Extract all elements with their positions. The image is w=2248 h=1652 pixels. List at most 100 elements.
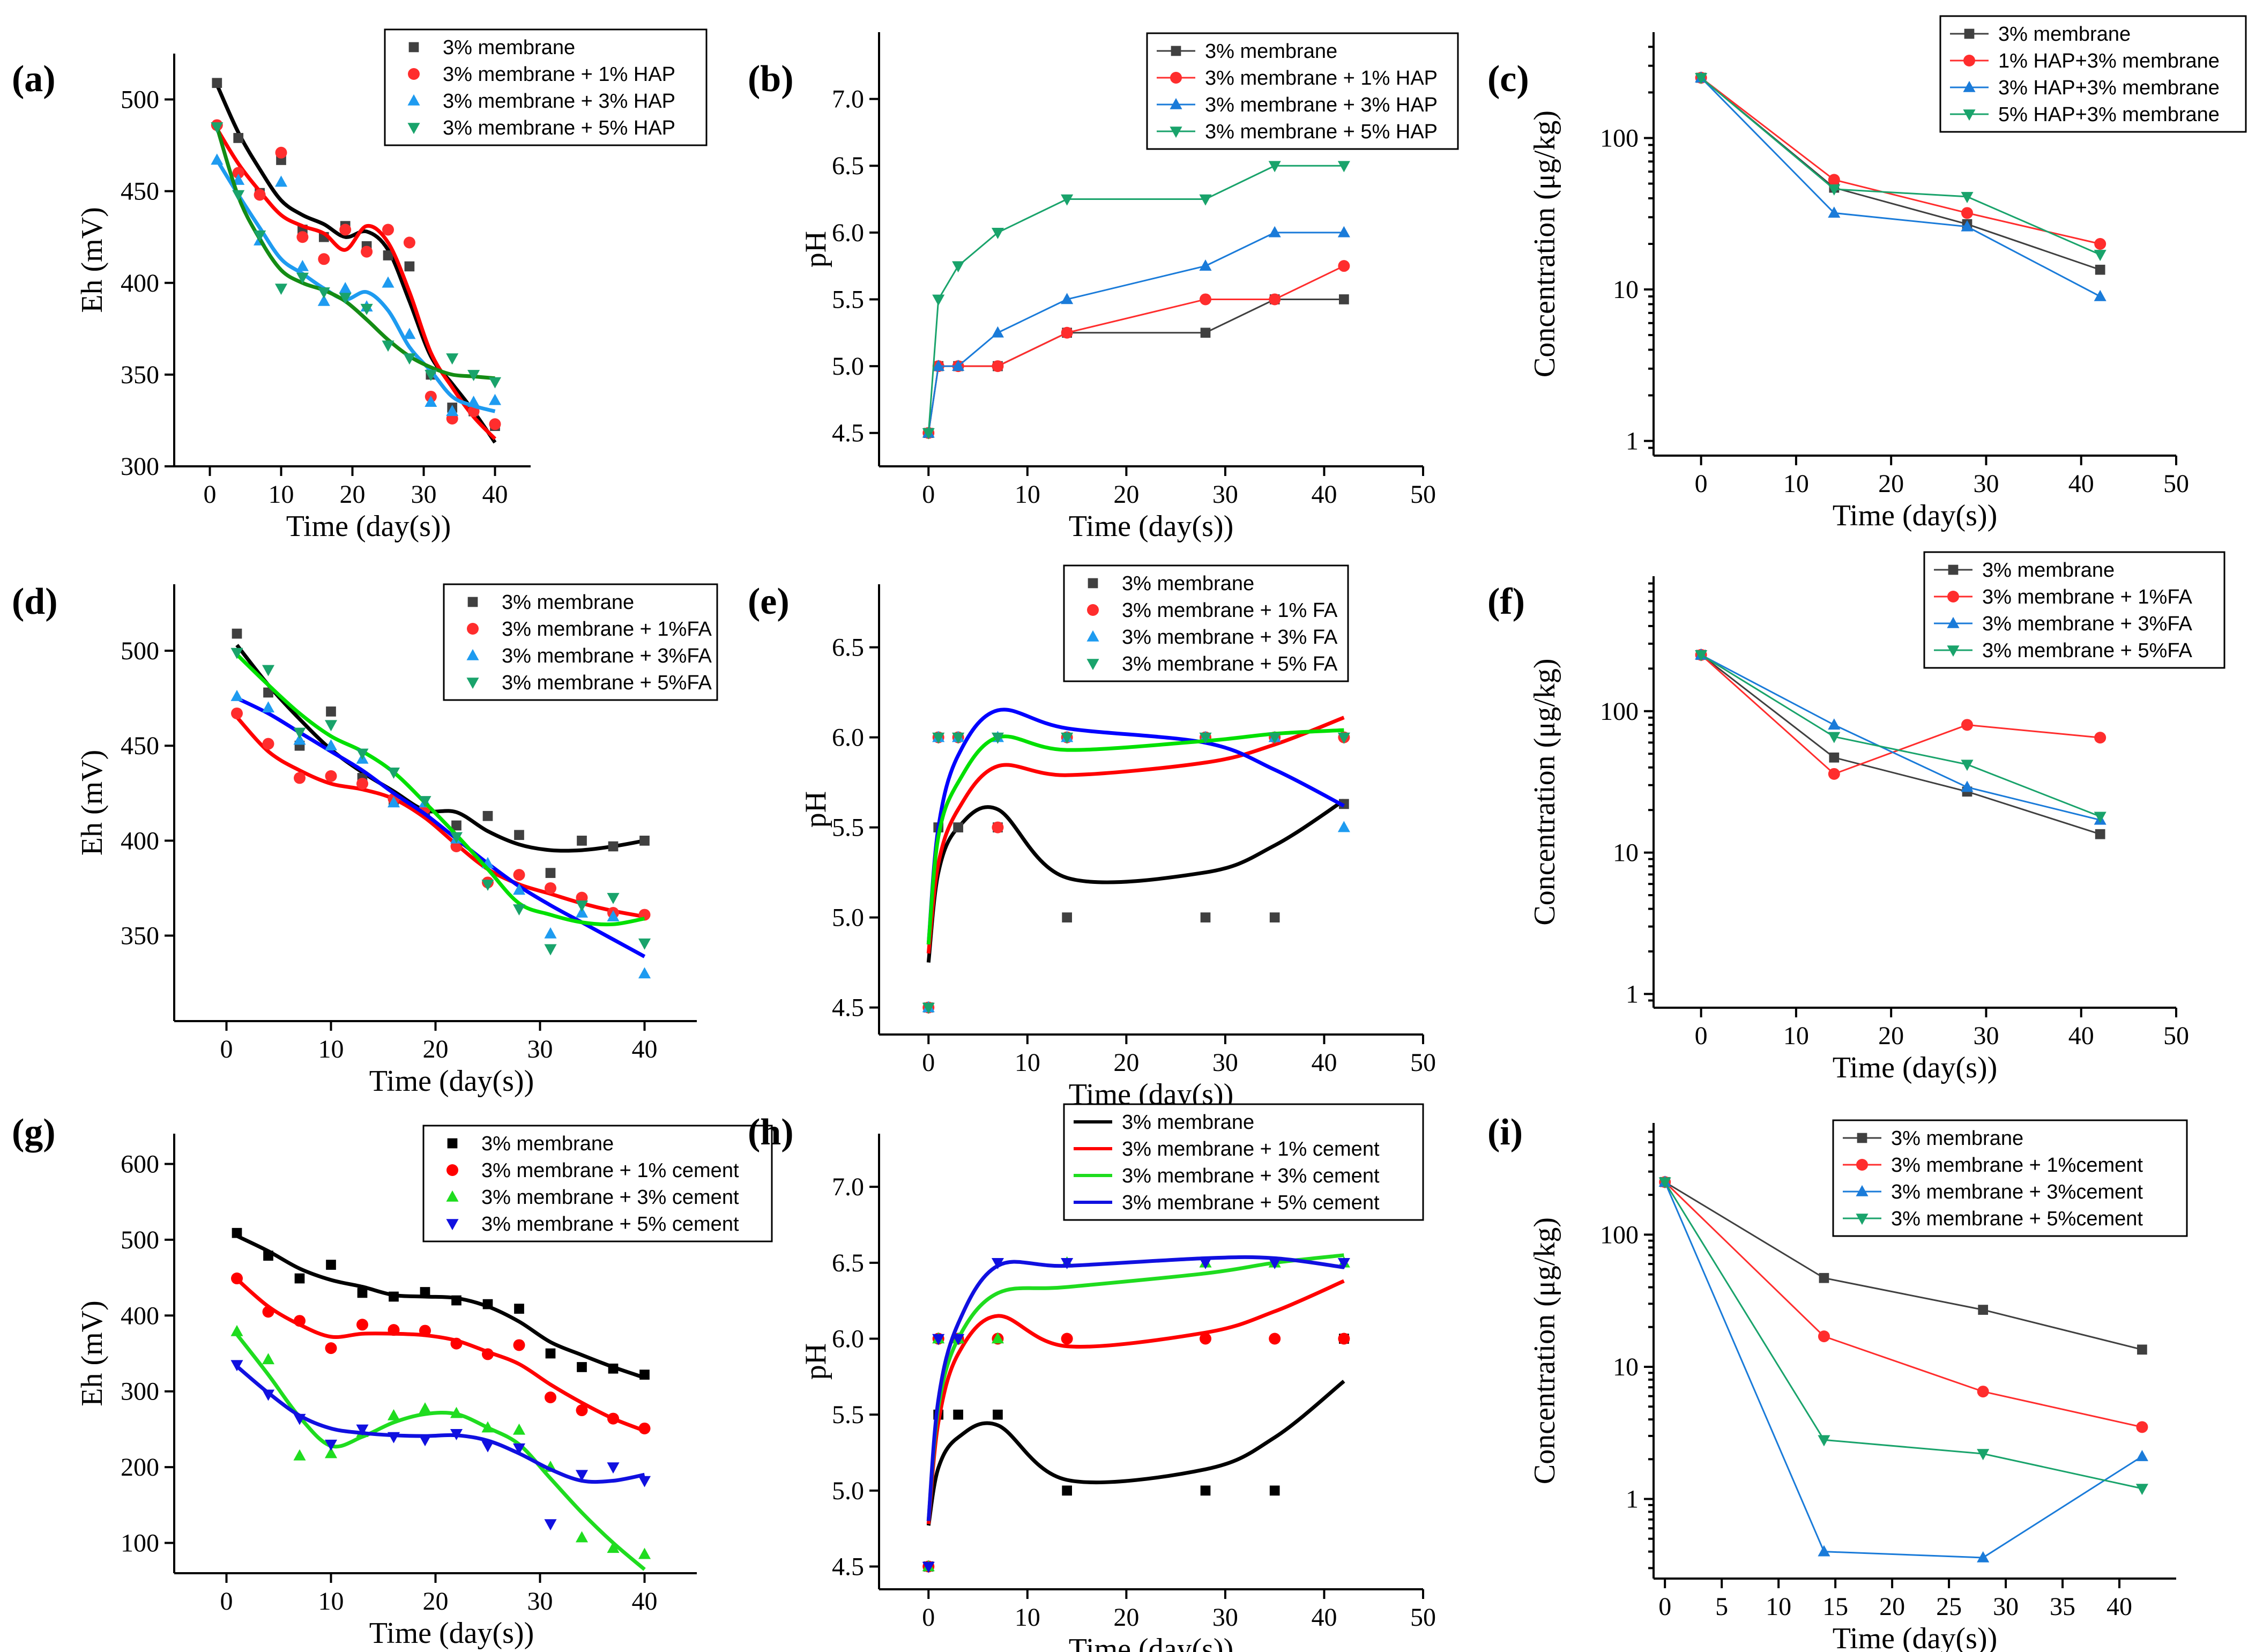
legend-entry: 3% membrane + 1%FA [1982,586,2192,608]
x-tick-label: 40 [1311,1048,1337,1077]
legend-entry: 3% membrane + 5% FA [1122,653,1338,675]
data-point [952,261,965,273]
data-point [1818,1330,1830,1343]
legend-entry: 3% membrane [481,1133,614,1155]
data-point [262,738,274,750]
legend-marker [408,42,419,53]
x-tick-label: 0 [922,1603,935,1632]
legend-entry: 3% membrane + 5%cement [1891,1208,2143,1230]
data-point [2094,238,2106,250]
y-tick-label: 400 [121,827,159,855]
data-point [262,665,275,676]
data-point [326,706,336,717]
data-point [1695,73,1708,85]
x-tick-label: 40 [482,480,508,509]
data-point [1339,294,1349,304]
legend-entry: 3% membrane + 5%FA [1982,639,2192,662]
x-tick-label: 0 [1658,1593,1671,1621]
x-tick-label: 50 [2163,1022,2189,1050]
data-point [356,748,369,760]
data-point [450,1407,463,1418]
data-point [932,294,945,306]
x-tick-label: 0 [1695,1022,1708,1050]
legend-entry: 3% membrane + 1%cement [1891,1154,2143,1177]
panel-label: (e) [748,581,790,622]
data-point [1268,161,1281,173]
data-point [1977,1551,1990,1562]
x-tick-label: 30 [1973,470,1999,498]
panel-label: (i) [1487,1112,1523,1153]
data-point [1829,752,1840,763]
data-point [1199,259,1212,271]
legend-entry: 3% membrane + 3% FA [1122,626,1338,649]
x-tick-label: 20 [1113,1048,1139,1077]
x-tick-label: 50 [1410,480,1436,509]
legend-marker [1171,46,1181,56]
legend-marker [466,678,479,689]
fit-line [926,728,1344,945]
data-point [991,1258,1004,1269]
data-point [1200,912,1211,922]
data-point [513,1339,525,1351]
x-tick-label: 40 [632,1587,658,1616]
legend-entry: 3% membrane [1205,40,1337,63]
data-point [262,1389,275,1401]
legend-entry: 3% membrane + 3%cement [1891,1181,2143,1203]
data-point [1200,328,1211,338]
data-point [544,1519,557,1531]
data-point [1200,293,1211,306]
legend-entry: 3% membrane + 5% HAP [443,117,675,139]
y-axis-label: Concentration (μg/kg) [1528,110,1561,377]
y-tick-label: 6.0 [832,724,864,752]
fit-line [215,128,497,441]
data-point [1828,718,1841,730]
y-axis-label: pH [799,791,832,828]
y-tick-label: 7.0 [832,1173,864,1201]
x-tick-label: 0 [922,480,935,509]
data-point [1200,1333,1211,1345]
data-point [274,175,288,187]
x-tick-label: 20 [1879,1593,1905,1621]
legend-box [1063,1103,1424,1221]
data-point [230,1360,243,1372]
data-point [545,868,556,878]
data-point [482,1348,494,1360]
fit-line [235,653,645,927]
data-point [450,1429,463,1440]
data-series [232,1227,650,1380]
y-tick-label: 4.5 [832,994,864,1022]
legend-box [1939,15,2247,133]
data-series [230,689,651,979]
data-point [294,1273,305,1284]
data-point [293,727,306,739]
data-point [1199,1258,1212,1269]
x-tick-label: 30 [527,1587,553,1616]
fit-line [926,716,1345,954]
data-point [1818,1545,1830,1557]
data-point [293,1413,306,1425]
x-tick-label: 40 [1311,480,1337,509]
data-point [512,904,526,916]
data-point [1199,194,1212,206]
data-point [324,1439,338,1451]
series-line [1700,654,2101,775]
data-point [481,1441,494,1453]
data-point [608,1363,619,1374]
data-point [545,1348,556,1359]
y-tick-label: 7.0 [832,85,864,114]
data-series [922,161,1350,440]
data-point [419,1435,431,1447]
data-point [317,287,330,299]
data-point [512,1443,526,1455]
data-point [638,967,651,979]
data-point [389,1291,399,1302]
data-point [482,810,493,821]
legend-marker [1087,604,1099,616]
series-line [927,165,1344,433]
chart-panel: (f) 0 10 20 30 40 50 1 10 100 Time (day(s)) Concent… [1487,551,2225,1084]
data-series [1695,73,2106,262]
data-point [296,259,309,271]
data-point [1695,650,1708,661]
x-axis-label: Time (day(s)) [1833,1622,1997,1652]
data-point [382,276,394,288]
